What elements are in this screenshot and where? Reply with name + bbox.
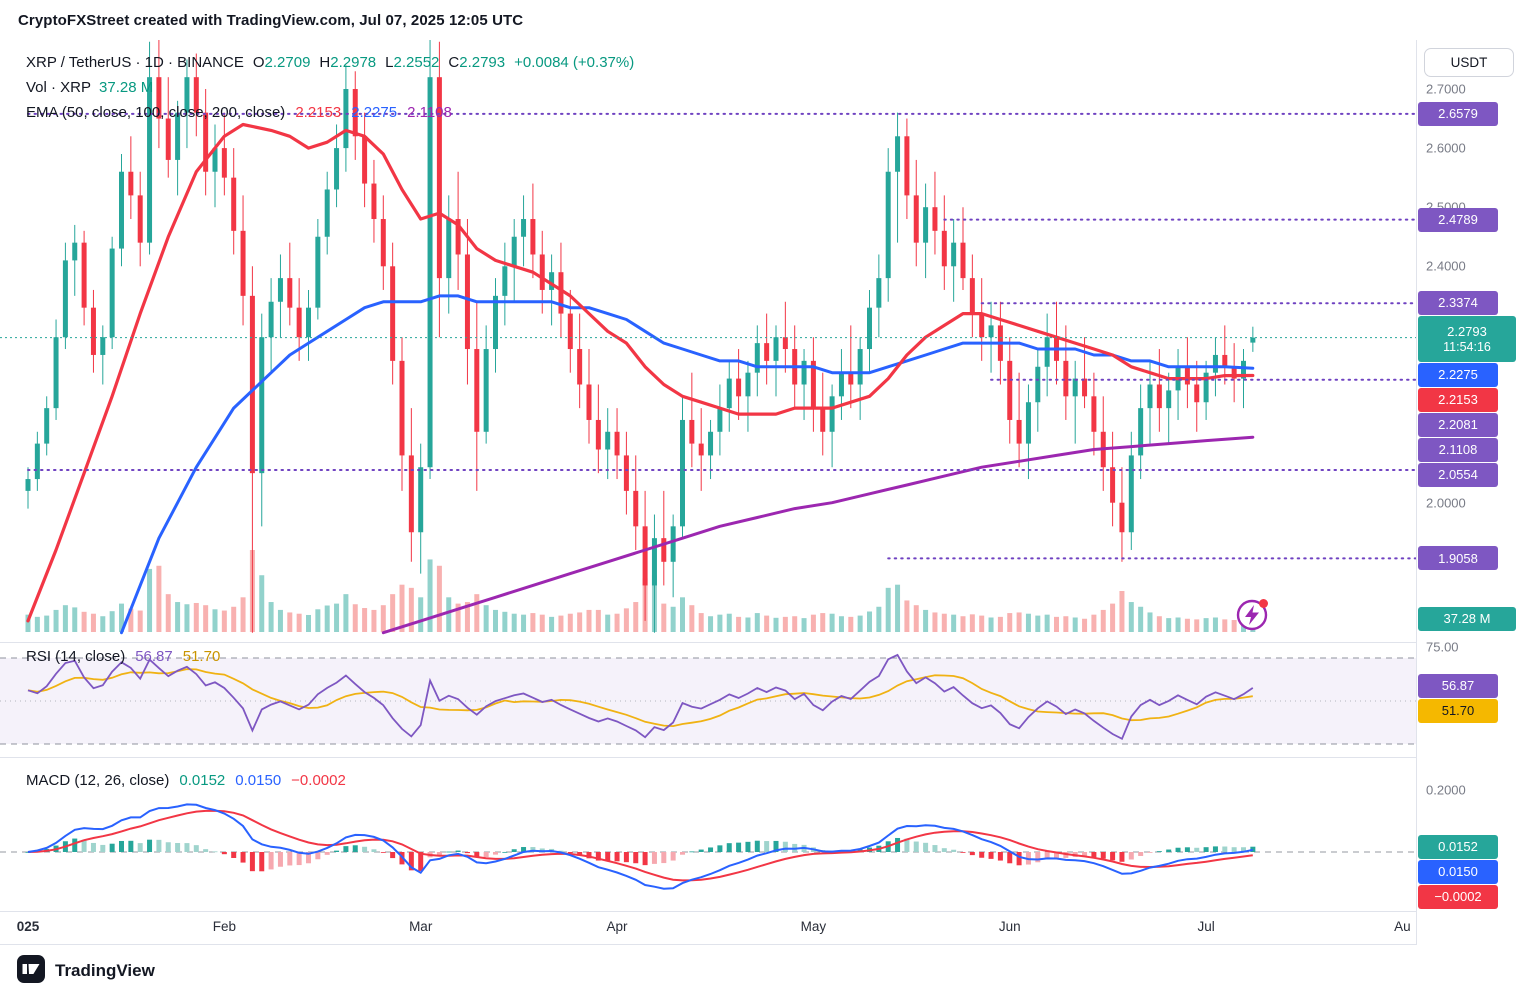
ohlc-key-O: O [252, 54, 265, 71]
time-label-Jun: Jun [998, 919, 1021, 934]
time-label-May: May [800, 919, 827, 934]
currency-button[interactable]: USDT [1424, 48, 1514, 77]
axis-badge-2.4789: 2.4789 [1418, 207, 1498, 232]
time-label-Au: Au [1394, 919, 1411, 934]
time-label-Feb: Feb [212, 919, 236, 934]
rsi-line [27, 653, 1254, 741]
volume-bars [25, 550, 1256, 632]
axis-tick-2.7000: 2.7000 [1426, 81, 1466, 97]
ema-value-2: 2.1108 [407, 104, 452, 121]
support-resistance-lines [27, 112, 1416, 560]
symbol-legend[interactable]: XRP / TetherUS · 1D · BINANCE O2.2709 H2.… [26, 50, 634, 125]
ohlc-key-H: H [319, 54, 331, 71]
pane-separator [0, 911, 1536, 912]
axis-badge-2.2275: 2.2275 [1418, 363, 1498, 388]
axis-badge-2.3374: 2.3374 [1418, 291, 1498, 316]
axis-tick-2.0000: 2.0000 [1426, 495, 1466, 511]
time-label-Mar: Mar [409, 919, 433, 934]
macd-values: 0.0152 0.0150 −0.0002 [169, 772, 345, 789]
pane-separator[interactable] [0, 642, 1536, 643]
axis-badge-0.0152: 0.0152 [1418, 835, 1498, 860]
macd-histogram [25, 837, 1256, 872]
rsi-chart-pane[interactable] [0, 645, 1416, 757]
ohlc-value-L: 2.2552 [393, 54, 440, 71]
ema-values: 2.2153 2.2275 2.1108 [285, 104, 452, 121]
axis-badge-2.0554: 2.0554 [1418, 463, 1498, 488]
axis-badge-2.1108: 2.1108 [1418, 438, 1498, 463]
price-chart-pane[interactable] [0, 40, 1416, 640]
ohlc-value-H: 2.2978 [330, 54, 377, 71]
axis-badge-2.6579: 2.6579 [1418, 101, 1498, 126]
change-value: +0.0084 (+0.37%) [514, 54, 635, 71]
axis-badge-2.2153: 2.2153 [1418, 388, 1498, 413]
macd-indicator-label: MACD (12, 26, close) [26, 772, 170, 789]
attribution-bar: CryptoFXStreet created with TradingView.… [0, 0, 1536, 40]
rsi-value-0: 56.87 [135, 648, 173, 665]
axis-badge-0.0150: 0.0150 [1418, 860, 1498, 885]
footer-bar: TradingView [0, 945, 1536, 997]
symbol-title: XRP / TetherUS · 1D · BINANCE [26, 54, 244, 71]
price-axis-column[interactable]: USDT 2.70002.60002.50002.40002.30002.000… [1416, 40, 1536, 945]
macd-value-0: 0.0152 [179, 772, 226, 789]
axis-tick-75.00: 75.00 [1426, 639, 1459, 655]
ema-value-1: 2.2275 [351, 104, 398, 121]
axis-badge-−0.0002: −0.0002 [1418, 885, 1498, 910]
lightning-icon[interactable] [1232, 593, 1272, 633]
macd-value-2: −0.0002 [291, 772, 346, 789]
macd-value-1: 0.0150 [235, 772, 282, 789]
rsi-value-1: 51.70 [182, 648, 221, 665]
axis-badge-51.70: 51.70 [1418, 699, 1498, 724]
axis-tick-2.6000: 2.6000 [1426, 140, 1466, 156]
chart-area: XRP / TetherUS · 1D · BINANCE O2.2709 H2.… [0, 40, 1536, 945]
candles [25, 40, 1256, 633]
axis-badge-37.28 M: 37.28 M [1418, 607, 1516, 631]
time-label-025: 025 [16, 919, 40, 934]
attribution-text: CryptoFXStreet created with TradingView.… [18, 11, 524, 29]
rsi-legend[interactable]: RSI (14, close) 56.87 51.70 [26, 644, 220, 669]
ema-value-0: 2.2153 [295, 104, 342, 121]
axis-badge-1.9058: 1.9058 [1418, 546, 1498, 571]
ohlc-value-C: 2.2793 [459, 54, 506, 71]
time-label-Apr: Apr [606, 919, 628, 934]
macd-line [27, 803, 1254, 890]
volume-value: 37.28 M [99, 79, 154, 96]
rsi-ma-line [27, 668, 1253, 728]
volume-label: Vol · XRP [26, 79, 92, 96]
pane-separator [0, 944, 1536, 945]
time-label-Jul: Jul [1197, 919, 1215, 934]
macd-signal-line [27, 809, 1253, 882]
time-axis[interactable]: 025 Feb Mar Apr May Jun Jul Au [0, 912, 1416, 945]
ohlc-key-L: L [385, 54, 394, 71]
rsi-indicator-label: RSI (14, close) [26, 648, 126, 665]
macd-legend[interactable]: MACD (12, 26, close) 0.0152 0.0150 −0.0002 [26, 768, 346, 793]
axis-badge-2.2081: 2.2081 [1418, 413, 1498, 438]
rsi-band [0, 658, 1416, 744]
axis-tick-0.2000: 0.2000 [1426, 782, 1466, 798]
rsi-values: 56.87 51.70 [125, 648, 220, 665]
tradingview-brand[interactable]: TradingView [55, 961, 155, 980]
macd-chart-pane[interactable] [0, 759, 1416, 911]
pane-separator[interactable] [0, 757, 1536, 758]
ohlc-values: O2.2709 H2.2978 L2.2552 C2.2793 [244, 54, 505, 71]
axis-badge-56.87: 56.87 [1418, 674, 1498, 699]
ema-indicator-label: EMA (50, close, 100, close, 200, close) [26, 104, 286, 121]
ohlc-key-C: C [448, 54, 460, 71]
ema-lines [26, 122, 1255, 635]
axis-tick-2.4000: 2.4000 [1426, 258, 1466, 274]
tradingview-logo-icon[interactable] [16, 954, 46, 989]
ohlc-value-O: 2.2709 [264, 54, 311, 71]
axis-badge-2.2793: 2.2793 11:54:16 [1418, 316, 1516, 363]
